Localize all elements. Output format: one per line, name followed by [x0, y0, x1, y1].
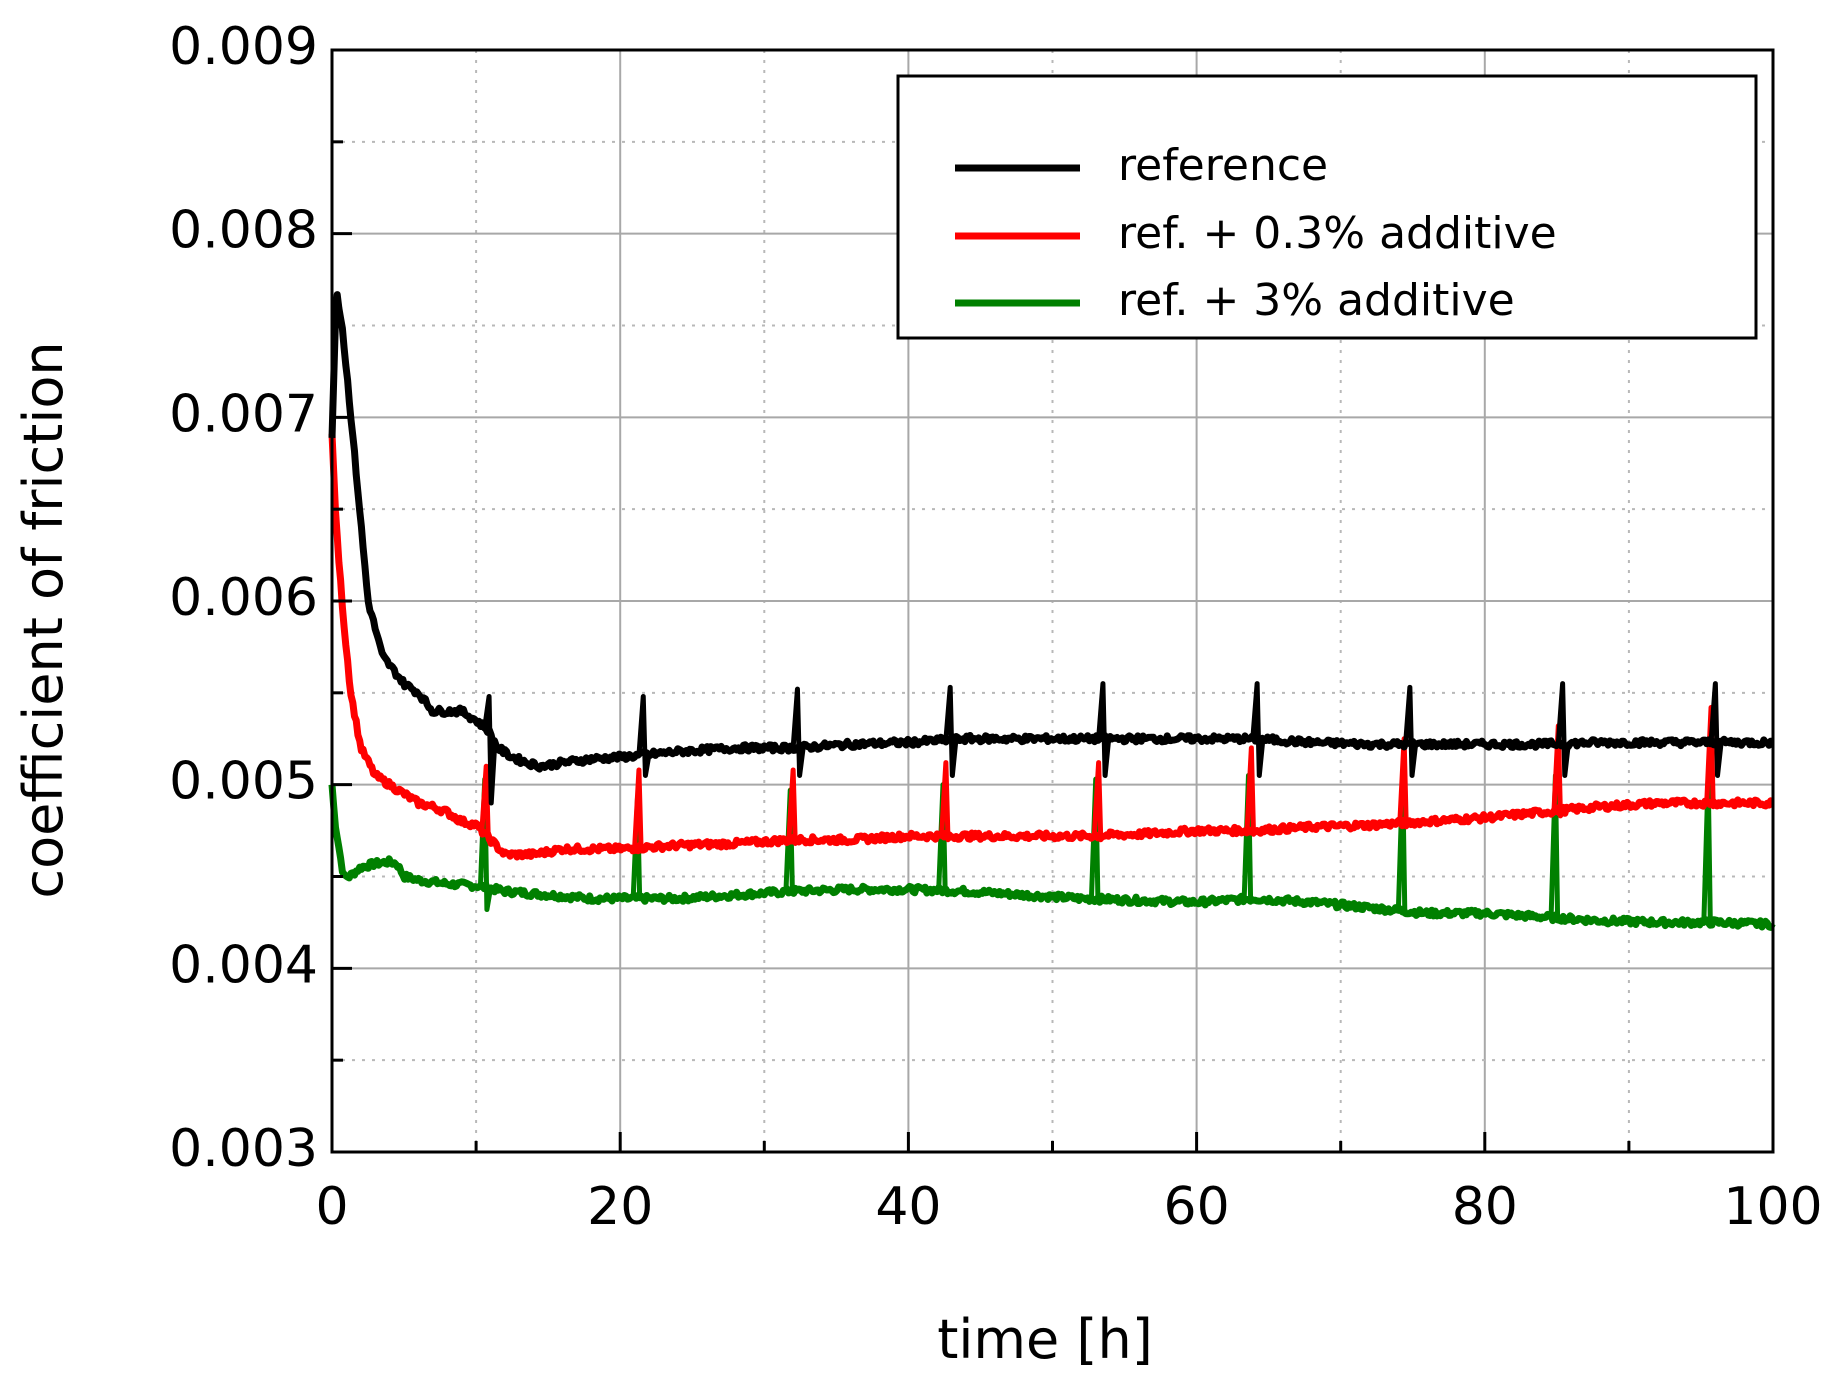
series-spike [790, 686, 806, 778]
y-tick-label: 0.006 [169, 568, 318, 628]
y-tick-label: 0.003 [169, 1119, 318, 1179]
series-spike [1403, 684, 1419, 778]
x-tick-label: 60 [1164, 1177, 1230, 1237]
series-spike [1091, 760, 1107, 843]
series-spike [1244, 745, 1259, 837]
series-spike [1548, 772, 1562, 921]
series-1 [328, 433, 1775, 861]
series-spike [1704, 705, 1719, 810]
legend-label-ref-0-3: ref. + 0.3% additive [1118, 208, 1557, 259]
x-tick-label: 0 [315, 1177, 348, 1237]
series-spike [482, 694, 498, 806]
y-tick-label: 0.005 [169, 752, 318, 812]
series-spike [1551, 723, 1567, 819]
series-spike [479, 763, 493, 844]
series-spike [1241, 772, 1257, 905]
legend-label-ref-3: ref. + 3% additive [1118, 275, 1515, 326]
y-axis-title: coefficient of friction [12, 341, 75, 898]
series-spike [1708, 681, 1724, 778]
y-tick-label: 0.004 [169, 935, 318, 995]
series-spike [632, 767, 646, 852]
y-tick-label: 0.007 [169, 384, 318, 444]
series-spike [1250, 681, 1266, 778]
x-tick-label: 80 [1452, 1177, 1518, 1237]
x-tick-label: 100 [1723, 1177, 1822, 1237]
series-line [328, 291, 1775, 773]
x-tick-label: 40 [875, 1177, 941, 1237]
y-tick-label: 0.008 [169, 201, 318, 261]
series-spike [636, 694, 652, 778]
series-spike [939, 760, 954, 843]
series-spike [1701, 772, 1714, 925]
legend-label-reference: reference [1118, 140, 1328, 191]
x-tick-label: 20 [587, 1177, 653, 1237]
legend-box [896, 74, 1758, 340]
tick-labels: 0 20 40 60 80 100 0.003 0.004 0.005 0.006 0.007 0.0… [169, 17, 1823, 1237]
series-spike [1555, 681, 1571, 778]
legend: reference ref. + 0.3% additive ref. + 3%… [896, 74, 1758, 340]
series-spike [1397, 736, 1412, 830]
series-layer [328, 291, 1776, 931]
series-spike [943, 684, 959, 778]
series-spike [1096, 681, 1112, 778]
x-axis-title: time [h] [937, 1308, 1153, 1371]
series-spike [786, 767, 801, 846]
series-line [328, 784, 1776, 931]
series-0 [328, 291, 1775, 806]
series-spike [1395, 772, 1410, 916]
axis-ticks [330, 48, 1775, 1154]
y-tick-label: 0.009 [169, 17, 318, 77]
series-line [328, 433, 1775, 861]
